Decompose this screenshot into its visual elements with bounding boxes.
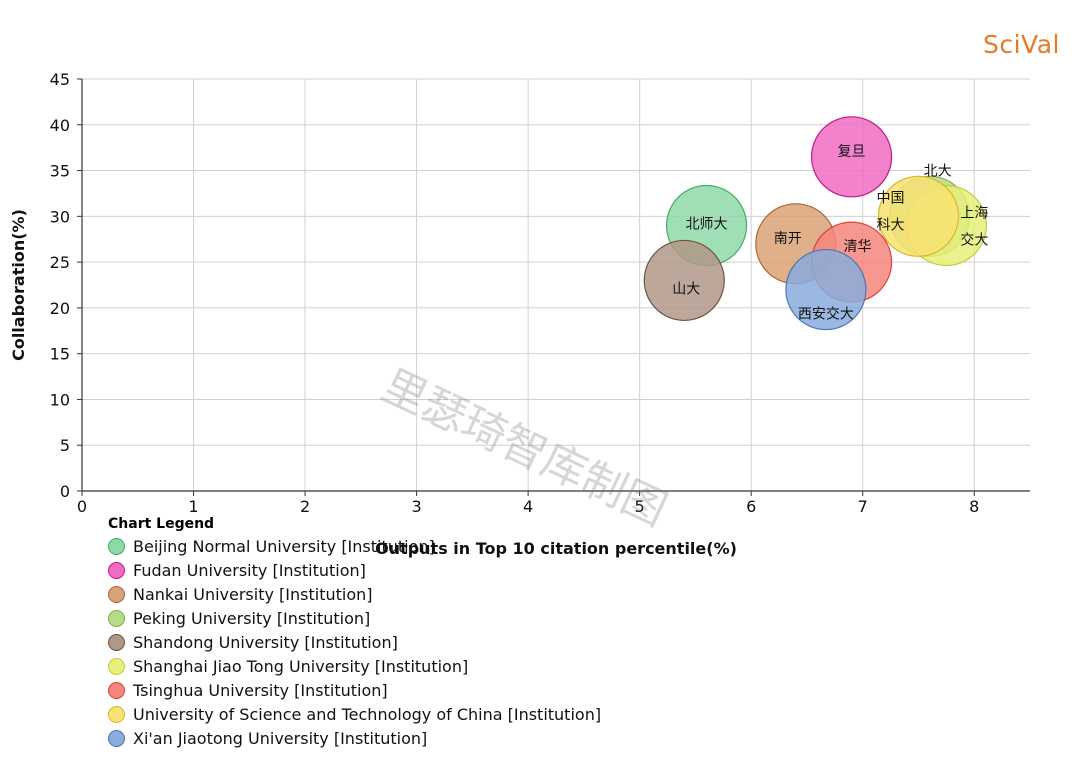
legend-label: Shanghai Jiao Tong University [Instituti… xyxy=(133,656,469,676)
data-bubble xyxy=(785,248,867,331)
legend-items: Beijing Normal University [Institution] F… xyxy=(108,534,601,750)
legend-swatch xyxy=(108,705,125,723)
bubble-label: 交大 xyxy=(960,231,988,248)
bubble-label: 山大 xyxy=(672,281,700,297)
legend-label: Nankai University [Institution] xyxy=(133,584,373,604)
legend-item[interactable]: Nankai University [Institution] xyxy=(108,582,601,606)
legend-item[interactable]: University of Science and Technology of … xyxy=(108,702,601,726)
legend-swatch xyxy=(108,537,125,555)
legend-swatch xyxy=(108,633,125,651)
y-tick-label: 25 xyxy=(50,253,70,272)
bubble-label: 南开 xyxy=(774,231,802,247)
y-tick-label: 0 xyxy=(60,482,70,501)
legend-item[interactable]: Xi'an Jiaotong University [Institution] xyxy=(108,726,601,750)
x-tick-label: 5 xyxy=(635,497,645,516)
legend-label: Tsinghua University [Institution] xyxy=(133,680,388,700)
data-bubble xyxy=(643,239,725,322)
chart-legend: Chart Legend Beijing Normal University [… xyxy=(108,516,601,750)
legend-item[interactable]: Shandong University [Institution] xyxy=(108,630,601,654)
legend-label: Shandong University [Institution] xyxy=(133,632,398,652)
legend-item[interactable]: Tsinghua University [Institution] xyxy=(108,678,601,702)
bubble-label: 科大 xyxy=(876,217,904,233)
y-tick-label: 40 xyxy=(50,116,70,135)
legend-item[interactable]: Peking University [Institution] xyxy=(108,606,601,630)
y-tick-label: 35 xyxy=(50,162,70,181)
legend-swatch xyxy=(108,729,125,747)
x-tick-label: 7 xyxy=(858,497,868,516)
legend-label: Xi'an Jiaotong University [Institution] xyxy=(133,728,428,748)
brand-logo: SciVal xyxy=(983,30,1060,59)
x-tick-label: 3 xyxy=(411,497,421,516)
x-tick-label: 1 xyxy=(188,497,198,516)
data-bubble xyxy=(810,116,893,198)
bubble-label: 清华 xyxy=(844,239,872,255)
y-tick-label: 20 xyxy=(50,299,70,318)
legend-swatch xyxy=(108,609,125,627)
legend-swatch xyxy=(108,561,125,579)
legend-item[interactable]: Beijing Normal University [Institution] xyxy=(108,534,601,558)
bubble-label: 中国 xyxy=(876,190,904,206)
y-tick-label: 45 xyxy=(50,70,70,89)
legend-title: Chart Legend xyxy=(108,516,215,532)
x-tick-label: 0 xyxy=(77,497,87,516)
data-bubble xyxy=(877,175,960,257)
x-tick-label: 4 xyxy=(523,497,533,516)
legend-swatch xyxy=(108,681,125,699)
y-tick-label: 15 xyxy=(50,345,70,364)
legend-swatch xyxy=(108,585,125,603)
x-axis-label: Outputs in Top 10 citation percentile(%) xyxy=(375,539,737,558)
bubble-label: 上海 xyxy=(960,205,988,221)
y-tick-label: 30 xyxy=(50,207,70,226)
legend-item[interactable]: Shanghai Jiao Tong University [Instituti… xyxy=(108,654,601,678)
legend-label: Peking University [Institution] xyxy=(133,608,371,628)
legend-label: Fudan University [Institution] xyxy=(133,560,366,580)
legend-label: Beijing Normal University [Institution] xyxy=(133,536,435,556)
bubble-label: 西安交大 xyxy=(798,306,854,323)
y-axis-label: Collaboration(%) xyxy=(9,209,28,361)
y-tick-label: 5 xyxy=(60,436,70,455)
x-tick-label: 6 xyxy=(746,497,756,516)
bubble-label: 北大 xyxy=(924,163,952,179)
legend-item[interactable]: Fudan University [Institution] xyxy=(108,558,601,582)
legend-label: University of Science and Technology of … xyxy=(133,704,602,724)
bubble-label: 复旦 xyxy=(838,143,866,160)
legend-swatch xyxy=(108,657,125,675)
bubble-label: 北师大 xyxy=(686,216,728,232)
x-tick-label: 2 xyxy=(300,497,310,516)
y-tick-label: 10 xyxy=(50,390,70,409)
x-tick-label: 8 xyxy=(969,497,979,516)
